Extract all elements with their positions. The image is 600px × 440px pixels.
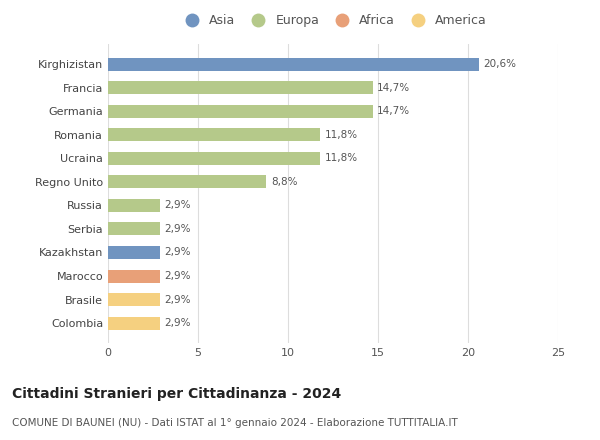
Bar (108, 128, 320, 141)
Text: 2,9%: 2,9% (164, 318, 191, 328)
Bar (108, 199, 160, 212)
Bar (108, 223, 160, 235)
Text: 8,8%: 8,8% (271, 177, 298, 187)
Text: 2,9%: 2,9% (164, 247, 191, 257)
Bar (108, 246, 160, 259)
Bar (108, 270, 160, 282)
Text: 11,8%: 11,8% (325, 153, 358, 163)
Text: Cittadini Stranieri per Cittadinanza - 2024: Cittadini Stranieri per Cittadinanza - 2… (12, 387, 341, 401)
Bar (108, 317, 160, 330)
Bar (108, 152, 320, 165)
Bar (108, 176, 266, 188)
Text: 14,7%: 14,7% (377, 106, 410, 116)
Text: 14,7%: 14,7% (377, 83, 410, 93)
Bar (108, 293, 160, 306)
Text: COMUNE DI BAUNEI (NU) - Dati ISTAT al 1° gennaio 2024 - Elaborazione TUTTITALIA.: COMUNE DI BAUNEI (NU) - Dati ISTAT al 1°… (12, 418, 458, 428)
Bar (108, 81, 373, 94)
Text: 20,6%: 20,6% (484, 59, 516, 69)
Text: 2,9%: 2,9% (164, 224, 191, 234)
Text: 11,8%: 11,8% (325, 130, 358, 140)
Bar (108, 58, 479, 70)
Legend: Asia, Europa, Africa, America: Asia, Europa, Africa, America (179, 15, 487, 27)
Text: 2,9%: 2,9% (164, 200, 191, 210)
Text: 2,9%: 2,9% (164, 271, 191, 281)
Bar (108, 105, 373, 117)
Text: 2,9%: 2,9% (164, 294, 191, 304)
